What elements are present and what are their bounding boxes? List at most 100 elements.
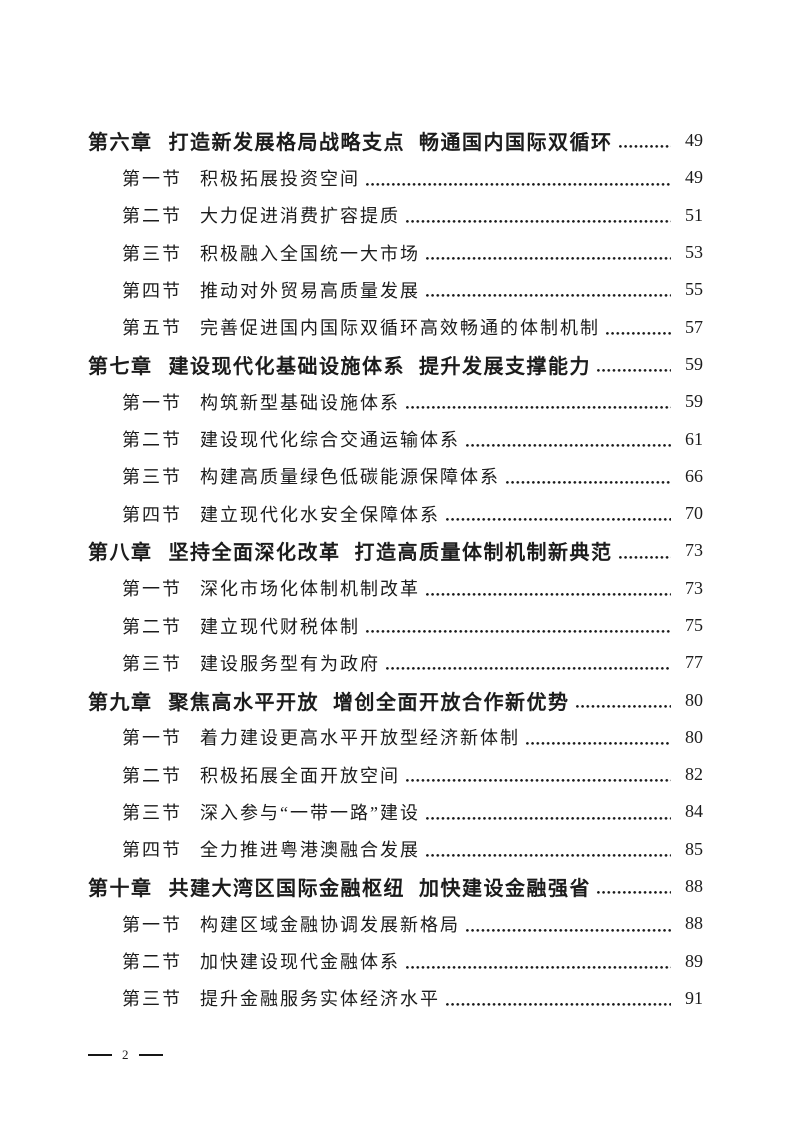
section-number-label: 第一节 bbox=[122, 579, 182, 600]
section-title: 深入参与“一带一路”建设 bbox=[200, 802, 420, 823]
toc-section-entry: 第四节 全力推进粤港澳融合发展 85 bbox=[88, 831, 703, 868]
toc-section-entry: 第一节 积极拓展投资空间 49 bbox=[88, 159, 703, 196]
page-footer: 2 bbox=[88, 1046, 163, 1064]
section-number-label: 第二节 bbox=[122, 206, 182, 227]
section-page-number: 80 bbox=[685, 726, 703, 747]
dot-leader bbox=[422, 793, 675, 830]
section-page-number: 89 bbox=[685, 950, 703, 971]
section-page-number: 55 bbox=[685, 279, 703, 300]
section-number-label: 第四节 bbox=[122, 280, 182, 301]
chapter-page-number: 59 bbox=[685, 353, 703, 374]
section-number-label: 第三节 bbox=[122, 243, 182, 264]
chapter-title: 打造新发展格局战略支点 畅通国内国际双循环 bbox=[168, 132, 613, 155]
section-number-label: 第一节 bbox=[122, 914, 182, 935]
chapter-page-number: 88 bbox=[685, 876, 703, 897]
dot-leader bbox=[402, 943, 675, 980]
section-page-number: 84 bbox=[685, 801, 703, 822]
section-number-label: 第二节 bbox=[122, 765, 182, 786]
dot-leader bbox=[422, 234, 675, 271]
dot-leader bbox=[422, 831, 675, 868]
dot-leader bbox=[402, 756, 675, 793]
toc-chapter-entry: 第八章 坚持全面深化改革 打造高质量体制机制新典范 73 bbox=[88, 532, 703, 569]
toc-section-entry: 第一节 构建区域金融协调发展新格局 88 bbox=[88, 905, 703, 942]
toc-section-entry: 第一节 着力建设更高水平开放型经济新体制 80 bbox=[88, 719, 703, 756]
section-page-number: 53 bbox=[685, 242, 703, 263]
chapter-title: 坚持全面深化改革 打造高质量体制机制新典范 bbox=[168, 542, 613, 565]
section-title: 完善促进国内国际双循环高效畅通的体制机制 bbox=[200, 318, 600, 339]
section-title: 建立现代化水安全保障体系 bbox=[200, 504, 440, 525]
toc-section-entry: 第二节 建立现代财税体制 75 bbox=[88, 607, 703, 644]
toc-section-entry: 第三节 构建高质量绿色低碳能源保障体系 66 bbox=[88, 458, 703, 495]
section-number-label: 第四节 bbox=[122, 840, 182, 861]
chapter-number-label: 第九章 bbox=[88, 691, 153, 714]
section-page-number: 77 bbox=[685, 652, 703, 673]
section-title: 建设现代化综合交通运输体系 bbox=[200, 430, 460, 451]
section-page-number: 66 bbox=[685, 465, 703, 486]
section-title: 构建区域金融协调发展新格局 bbox=[200, 914, 460, 935]
chapter-number-label: 第八章 bbox=[88, 542, 153, 565]
dot-leader bbox=[422, 570, 675, 607]
chapter-title: 聚焦高水平开放 增创全面开放合作新优势 bbox=[168, 691, 570, 714]
section-page-number: 61 bbox=[685, 428, 703, 449]
section-title: 深化市场化体制机制改革 bbox=[200, 579, 420, 600]
section-title: 大力促进消费扩容提质 bbox=[200, 206, 400, 227]
chapter-page-number: 80 bbox=[685, 689, 703, 710]
dot-leader bbox=[442, 980, 675, 1017]
section-page-number: 91 bbox=[685, 987, 703, 1008]
section-number-label: 第二节 bbox=[122, 430, 182, 451]
section-page-number: 51 bbox=[685, 204, 703, 225]
section-number-label: 第三节 bbox=[122, 653, 182, 674]
toc-section-entry: 第一节 构筑新型基础设施体系 59 bbox=[88, 383, 703, 420]
section-number-label: 第二节 bbox=[122, 952, 182, 973]
chapter-page-number: 49 bbox=[685, 130, 703, 151]
section-page-number: 57 bbox=[685, 316, 703, 337]
dot-leader bbox=[362, 607, 675, 644]
chapter-number-label: 第七章 bbox=[88, 355, 153, 378]
toc-section-entry: 第三节 建设服务型有为政府 77 bbox=[88, 644, 703, 681]
section-number-label: 第三节 bbox=[122, 467, 182, 488]
toc-section-entry: 第四节 推动对外贸易高质量发展 55 bbox=[88, 271, 703, 308]
dot-leader bbox=[593, 868, 675, 905]
section-title: 着力建设更高水平开放型经济新体制 bbox=[200, 728, 520, 749]
footer-dash-left bbox=[88, 1054, 112, 1056]
dot-leader bbox=[615, 532, 675, 569]
toc-chapter-entry: 第七章 建设现代化基础设施体系 提升发展支撑能力 59 bbox=[88, 346, 703, 383]
dot-leader bbox=[615, 122, 675, 159]
section-number-label: 第五节 bbox=[122, 318, 182, 339]
dot-leader bbox=[402, 383, 675, 420]
section-page-number: 88 bbox=[685, 913, 703, 934]
section-title: 加快建设现代金融体系 bbox=[200, 952, 400, 973]
toc-chapter-entry: 第十章 共建大湾区国际金融枢纽 加快建设金融强省 88 bbox=[88, 868, 703, 905]
dot-leader bbox=[422, 271, 675, 308]
dot-leader bbox=[442, 495, 675, 532]
section-title: 建设服务型有为政府 bbox=[200, 653, 380, 674]
section-title: 推动对外贸易高质量发展 bbox=[200, 280, 420, 301]
section-page-number: 73 bbox=[685, 577, 703, 598]
section-page-number: 82 bbox=[685, 764, 703, 785]
section-number-label: 第四节 bbox=[122, 504, 182, 525]
section-title: 构筑新型基础设施体系 bbox=[200, 392, 400, 413]
dot-leader bbox=[362, 159, 675, 196]
footer-page-number: 2 bbox=[122, 1047, 129, 1062]
dot-leader bbox=[602, 308, 675, 345]
chapter-number-label: 第六章 bbox=[88, 132, 153, 155]
toc-section-entry: 第三节 积极融入全国统一大市场 53 bbox=[88, 234, 703, 271]
dot-leader bbox=[502, 458, 675, 495]
dot-leader bbox=[462, 905, 675, 942]
footer-dash-right bbox=[138, 1054, 163, 1056]
chapter-title: 建设现代化基础设施体系 提升发展支撑能力 bbox=[168, 355, 592, 378]
dot-leader bbox=[402, 197, 675, 234]
section-number-label: 第三节 bbox=[122, 802, 182, 823]
toc-section-entry: 第二节 加快建设现代金融体系 89 bbox=[88, 943, 703, 980]
toc-section-entry: 第四节 建立现代化水安全保障体系 70 bbox=[88, 495, 703, 532]
section-title: 构建高质量绿色低碳能源保障体系 bbox=[200, 467, 500, 488]
section-number-label: 第三节 bbox=[122, 989, 182, 1010]
section-title: 积极拓展投资空间 bbox=[200, 168, 360, 189]
section-number-label: 第二节 bbox=[122, 616, 182, 637]
chapter-page-number: 73 bbox=[685, 540, 703, 561]
toc-chapter-entry: 第六章 打造新发展格局战略支点 畅通国内国际双循环 49 bbox=[88, 122, 703, 159]
toc-section-entry: 第三节 深入参与“一带一路”建设 84 bbox=[88, 793, 703, 830]
section-number-label: 第一节 bbox=[122, 168, 182, 189]
section-title: 提升金融服务实体经济水平 bbox=[200, 989, 440, 1010]
